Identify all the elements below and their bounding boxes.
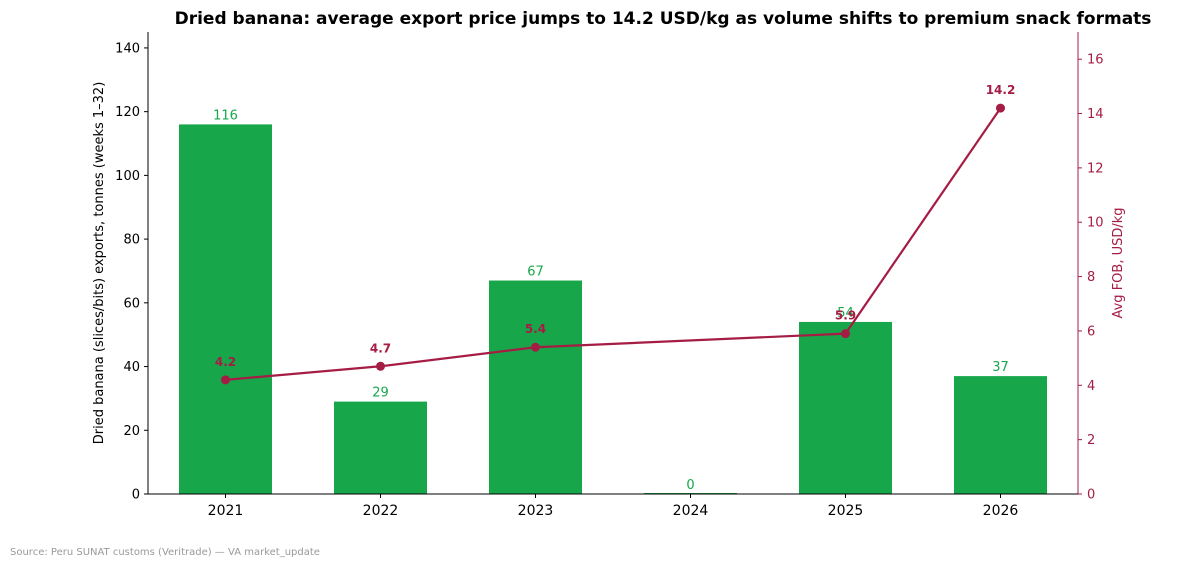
y2-tick-label-4: 4 <box>1087 379 1095 394</box>
y-tick-label-40: 40 <box>123 360 140 375</box>
x-tick-label-2024: 2024 <box>673 503 709 519</box>
bar-label-2026: 37 <box>992 360 1009 375</box>
x-tick-label-2025: 2025 <box>828 503 864 519</box>
line-label-2023: 5.4 <box>525 322 546 336</box>
y-axis-label: Dried banana (slices/bits) exports, tonn… <box>92 82 107 445</box>
line-point-2021 <box>221 375 230 385</box>
y2-tick-label-10: 10 <box>1087 216 1104 231</box>
bar-2025 <box>799 321 892 494</box>
line-segment-2022-2023 <box>380 346 536 368</box>
y2-tick-label-2: 2 <box>1087 433 1095 448</box>
line-label-2022: 4.7 <box>370 341 391 355</box>
bar-label-2023: 67 <box>527 265 544 280</box>
line-point-2025 <box>841 329 850 339</box>
y2-tick-label-8: 8 <box>1087 270 1095 285</box>
y-tick-label-60: 60 <box>123 296 140 311</box>
x-tick-label-2026: 2026 <box>983 503 1019 519</box>
line-label-2026: 14.2 <box>986 83 1016 97</box>
bars-group <box>179 124 1047 495</box>
bar-2022 <box>334 401 427 494</box>
line-point-2023 <box>531 342 540 352</box>
x-ticks: 2021 2022 2023 2024 2025 2026 <box>208 494 1019 519</box>
bar-2021 <box>179 124 272 495</box>
y2-tick-label-14: 14 <box>1087 107 1104 122</box>
y-ticks-right: 0 2 4 6 8 10 12 14 16 <box>1078 53 1104 503</box>
line-point-2022 <box>376 361 385 371</box>
bar-label-2025: 54 <box>837 306 854 321</box>
line-label-2025: 5.9 <box>835 309 856 323</box>
y2-tick-label-16: 16 <box>1087 53 1104 68</box>
x-tick-label-2021: 2021 <box>208 503 244 519</box>
bar-2023 <box>489 280 582 494</box>
bar-label-2024: 0 <box>686 478 694 493</box>
line-group: 4.2 4.7 5.4 5.9 14.2 <box>215 83 1016 385</box>
y-tick-label-80: 80 <box>123 233 140 248</box>
chart-title: Dried banana: average export price jumps… <box>175 9 1152 29</box>
y-tick-label-120: 120 <box>115 105 140 120</box>
y-tick-label-20: 20 <box>123 424 140 439</box>
bar-2026 <box>954 376 1047 494</box>
y-tick-label-140: 140 <box>115 41 140 56</box>
bar-labels-group: 116 29 67 0 54 37 <box>213 108 1009 493</box>
line-label-2021: 4.2 <box>215 355 236 369</box>
y-tick-label-100: 100 <box>115 169 140 184</box>
bar-label-2021: 116 <box>213 108 238 123</box>
y2-tick-label-12: 12 <box>1087 161 1104 176</box>
y-tick-label-0: 0 <box>132 488 140 503</box>
x-tick-label-2023: 2023 <box>518 503 554 519</box>
x-tick-label-2022: 2022 <box>363 503 399 519</box>
line-point-2026 <box>996 103 1005 113</box>
y2-axis-label: Avg FOB, USD/kg <box>1111 207 1126 318</box>
line-segment-2025-2026 <box>844 107 1002 335</box>
y2-tick-label-0: 0 <box>1087 488 1095 503</box>
line-segment-2023-2025 <box>535 332 846 349</box>
y-ticks-left: 0 20 40 60 80 100 120 140 <box>115 41 148 503</box>
bar-label-2022: 29 <box>372 386 389 401</box>
line-segment-2021-2022 <box>225 365 381 381</box>
source-note: Source: Peru SUNAT customs (Veritrade) —… <box>10 547 320 558</box>
y2-tick-label-6: 6 <box>1087 324 1095 339</box>
